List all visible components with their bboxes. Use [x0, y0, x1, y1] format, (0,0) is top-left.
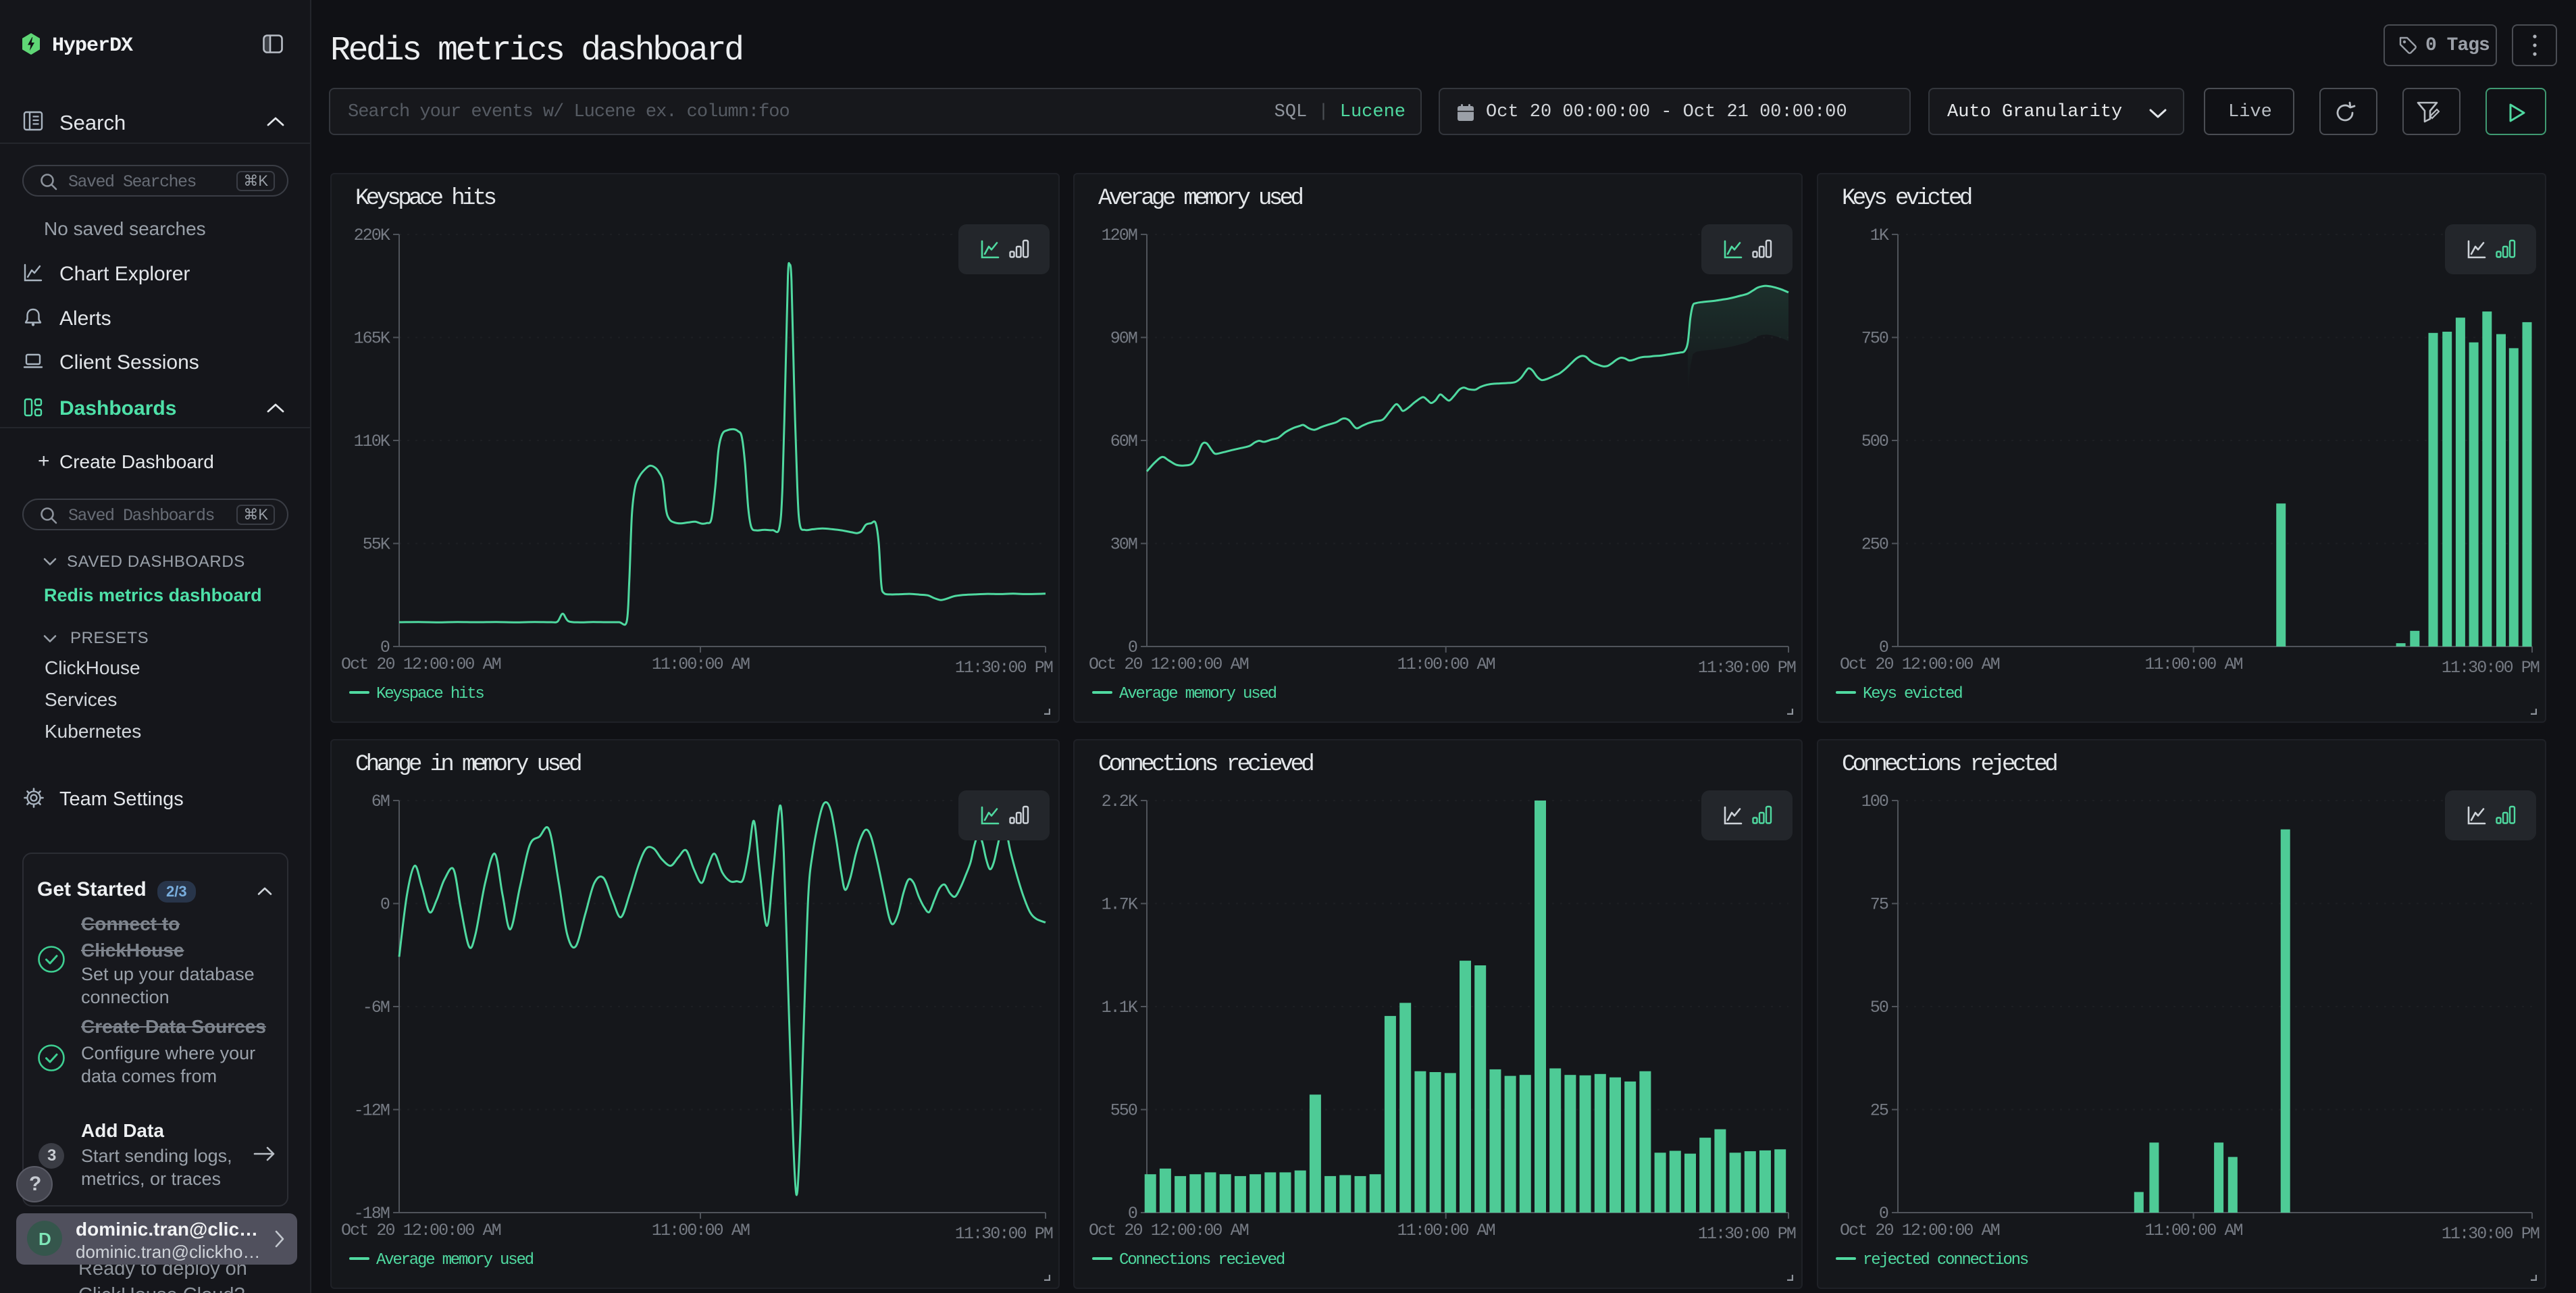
svg-text:165K: 165K — [354, 329, 390, 349]
svg-text:90M: 90M — [1110, 329, 1137, 349]
svg-text:500: 500 — [1861, 432, 1888, 451]
svg-text:Oct 20 12:00:00 AM: Oct 20 12:00:00 AM — [341, 655, 501, 674]
svg-text:2.2K: 2.2K — [1102, 792, 1138, 811]
svg-text:11:30:00 PM: 11:30:00 PM — [1698, 1224, 1796, 1244]
svg-text:11:00:00 AM: 11:00:00 AM — [2145, 1221, 2243, 1240]
svg-text:0: 0 — [1128, 638, 1137, 657]
svg-text:1.7K: 1.7K — [1102, 895, 1138, 915]
svg-text:0: 0 — [1128, 1204, 1137, 1223]
svg-text:11:00:00 AM: 11:00:00 AM — [2145, 655, 2243, 674]
svg-text:Oct 20 12:00:00 AM: Oct 20 12:00:00 AM — [1089, 1221, 1249, 1240]
svg-text:0: 0 — [380, 895, 390, 915]
svg-text:6M: 6M — [371, 792, 390, 811]
svg-text:250: 250 — [1861, 535, 1888, 555]
svg-text:1.1K: 1.1K — [1102, 998, 1138, 1017]
svg-text:100: 100 — [1861, 792, 1888, 811]
svg-text:11:00:00 AM: 11:00:00 AM — [1397, 655, 1495, 674]
svg-text:55K: 55K — [363, 535, 390, 555]
svg-text:-12M: -12M — [354, 1101, 390, 1121]
svg-text:11:00:00 AM: 11:00:00 AM — [1397, 1221, 1495, 1240]
svg-text:11:30:00 PM: 11:30:00 PM — [955, 658, 1053, 678]
svg-text:0: 0 — [380, 638, 390, 657]
svg-text:50: 50 — [1870, 998, 1888, 1017]
svg-text:Oct 20 12:00:00 AM: Oct 20 12:00:00 AM — [1840, 655, 2000, 674]
svg-text:11:30:00 PM: 11:30:00 PM — [1698, 658, 1796, 678]
svg-text:-18M: -18M — [354, 1204, 390, 1223]
svg-text:750: 750 — [1861, 329, 1888, 349]
svg-text:75: 75 — [1870, 895, 1888, 915]
svg-text:220K: 220K — [354, 226, 390, 245]
svg-text:-6M: -6M — [363, 998, 390, 1017]
svg-text:11:30:00 PM: 11:30:00 PM — [2442, 658, 2540, 678]
svg-text:25: 25 — [1870, 1101, 1888, 1121]
svg-text:550: 550 — [1110, 1101, 1137, 1121]
svg-text:11:30:00 PM: 11:30:00 PM — [2442, 1224, 2540, 1244]
svg-text:Oct 20 12:00:00 AM: Oct 20 12:00:00 AM — [341, 1221, 501, 1240]
svg-text:110K: 110K — [354, 432, 390, 451]
svg-text:60M: 60M — [1110, 432, 1137, 451]
svg-text:1K: 1K — [1870, 226, 1889, 245]
svg-text:120M: 120M — [1102, 226, 1137, 245]
svg-text:Oct 20 12:00:00 AM: Oct 20 12:00:00 AM — [1089, 655, 1249, 674]
svg-text:Oct 20 12:00:00 AM: Oct 20 12:00:00 AM — [1840, 1221, 2000, 1240]
svg-text:0: 0 — [1879, 638, 1888, 657]
svg-text:11:00:00 AM: 11:00:00 AM — [652, 1221, 750, 1240]
svg-text:0: 0 — [1879, 1204, 1888, 1223]
svg-text:11:00:00 AM: 11:00:00 AM — [652, 655, 750, 674]
svg-text:11:30:00 PM: 11:30:00 PM — [955, 1224, 1053, 1244]
svg-text:30M: 30M — [1110, 535, 1137, 555]
